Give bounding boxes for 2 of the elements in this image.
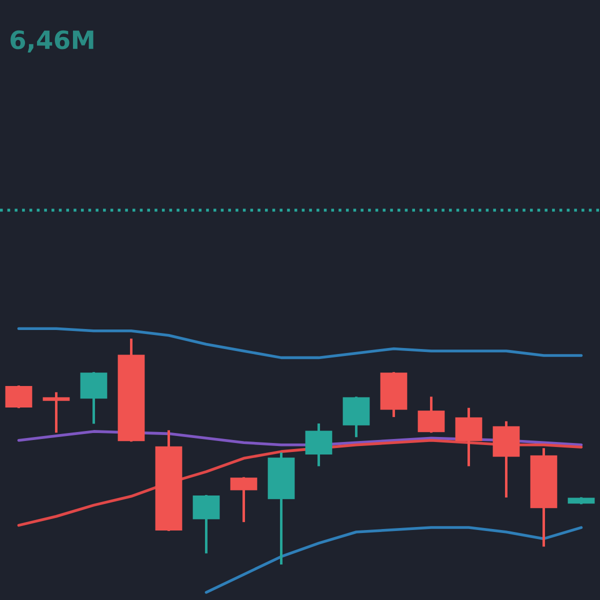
text: 6,46M	[10, 30, 94, 52]
candlestick	[42, 392, 70, 433]
